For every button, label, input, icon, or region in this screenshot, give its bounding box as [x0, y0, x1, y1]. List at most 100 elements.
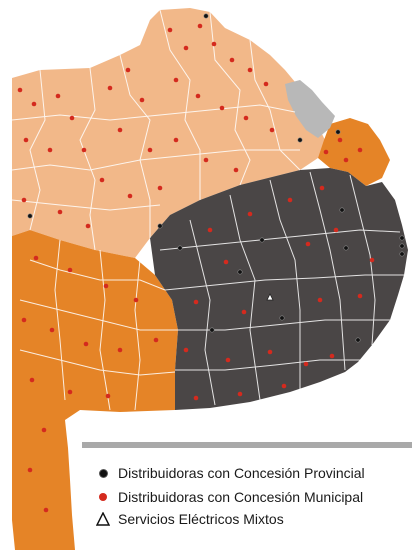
municipal-dot: [303, 361, 309, 367]
municipal-dot: [67, 389, 73, 395]
municipal-dot: [305, 241, 311, 247]
legend-item-provincial: Distribuidoras con Concesión Provincial: [96, 462, 365, 484]
municipal-dot: [31, 101, 37, 107]
provincial-dot: [157, 223, 163, 229]
municipal-dot: [219, 105, 225, 111]
municipal-dot: [41, 427, 47, 433]
municipal-dot: [193, 395, 199, 401]
provincial-dot: [203, 13, 209, 19]
municipal-dot: [21, 197, 27, 203]
provincial-distributor-dots: [27, 13, 405, 343]
municipal-dot: [243, 115, 249, 121]
coastal-municipal-area: [318, 118, 390, 186]
triangle-icon: [96, 512, 110, 526]
municipal-dot: [21, 317, 27, 323]
municipal-dot: [55, 93, 61, 99]
municipal-dot: [69, 115, 75, 121]
municipal-dot: [17, 87, 23, 93]
provincial-dot: [177, 245, 183, 251]
provincial-dot: [399, 243, 405, 249]
south-region: [12, 230, 178, 550]
partido-boundaries: [11, 9, 404, 411]
legend-item-mixed: Servicios Eléctricos Mixtos: [96, 508, 284, 530]
municipal-dot: [281, 383, 287, 389]
municipal-dot: [323, 149, 329, 155]
map-legend: Distribuidoras con Concesión Provincial …: [82, 442, 412, 550]
provincial-dot: [339, 207, 345, 213]
municipal-dot: [329, 353, 335, 359]
municipal-dot: [117, 347, 123, 353]
municipal-dot: [105, 393, 111, 399]
municipal-dot: [337, 137, 343, 143]
legend-item-municipal: Distribuidoras con Concesión Municipal: [96, 486, 363, 508]
municipal-distributor-dots: [17, 23, 375, 513]
municipal-dot: [103, 283, 109, 289]
municipal-dot: [167, 27, 173, 33]
legend-label: Distribuidoras con Concesión Municipal: [118, 489, 364, 505]
municipal-dot: [203, 157, 209, 163]
municipal-dot: [267, 349, 273, 355]
municipal-dot: [223, 259, 229, 265]
municipal-dot: [193, 299, 199, 305]
municipal-dot: [319, 185, 325, 191]
municipal-dot: [357, 293, 363, 299]
municipal-dot: [27, 467, 33, 473]
provincial-dot: [399, 251, 405, 257]
provincial-dot: [343, 245, 349, 251]
municipal-dot: [247, 67, 253, 73]
municipal-dot: [183, 347, 189, 353]
municipal-dot: [139, 97, 145, 103]
municipal-dot: [343, 157, 349, 163]
municipal-dot: [127, 193, 133, 199]
municipal-dot: [211, 41, 217, 47]
legend-divider: [82, 442, 412, 448]
municipal-dot: [157, 185, 163, 191]
legend-label: Servicios Eléctricos Mixtos: [118, 511, 284, 527]
provincial-dot: [399, 235, 405, 241]
black-dot-icon: [96, 466, 110, 480]
municipal-dot: [29, 377, 35, 383]
municipal-dot: [99, 177, 105, 183]
legend-label: Distribuidoras con Concesión Provincial: [118, 465, 365, 481]
provincial-dot: [237, 269, 243, 275]
municipal-dot: [23, 137, 29, 143]
municipal-dot: [125, 67, 131, 73]
municipal-dot: [153, 337, 159, 343]
municipal-dot: [357, 147, 363, 153]
municipal-dot: [83, 341, 89, 347]
red-dot-icon: [96, 490, 110, 504]
municipal-dot: [47, 147, 53, 153]
municipal-dot: [147, 147, 153, 153]
provincial-dot: [209, 327, 215, 333]
municipal-dot: [333, 227, 339, 233]
municipal-dot: [173, 77, 179, 83]
municipal-dot: [207, 227, 213, 233]
municipal-dot: [117, 127, 123, 133]
municipal-dot: [81, 147, 87, 153]
municipal-dot: [287, 197, 293, 203]
municipal-dot: [197, 23, 203, 29]
municipal-dot: [237, 391, 243, 397]
municipal-dot: [49, 327, 55, 333]
provincial-dot: [297, 137, 303, 143]
municipal-dot: [57, 209, 63, 215]
municipal-dot: [67, 267, 73, 273]
municipal-dot: [43, 507, 49, 513]
provincial-dot: [27, 213, 33, 219]
municipal-dot: [247, 211, 253, 217]
municipal-dot: [173, 137, 179, 143]
metro-region: [285, 80, 335, 138]
municipal-dot: [85, 223, 91, 229]
provincial-dot: [259, 237, 265, 243]
municipal-dot: [241, 309, 247, 315]
municipal-dot: [225, 357, 231, 363]
municipal-dot: [233, 167, 239, 173]
municipal-dot: [369, 257, 375, 263]
municipal-dot: [229, 57, 235, 63]
provincial-dot: [335, 129, 341, 135]
municipal-dot: [183, 45, 189, 51]
municipal-dot: [269, 127, 275, 133]
provincial-dot: [355, 337, 361, 343]
mixed-service-triangle: [266, 293, 274, 301]
